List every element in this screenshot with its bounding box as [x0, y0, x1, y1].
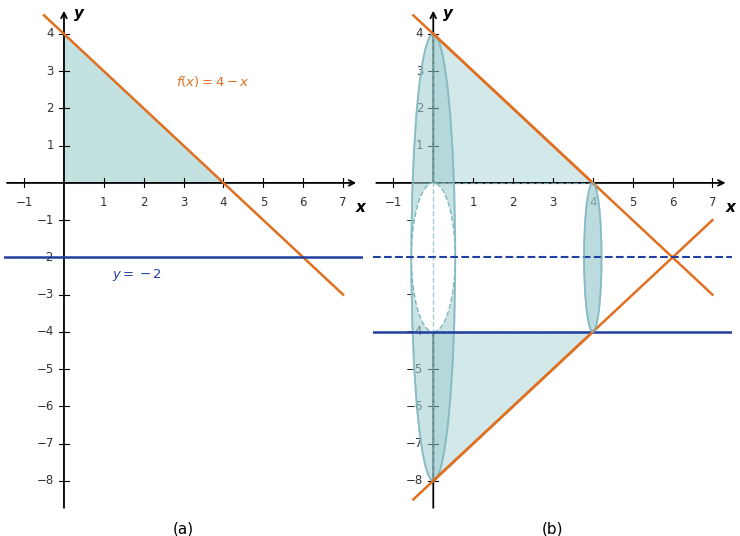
- Text: 4: 4: [47, 27, 54, 40]
- Text: 1: 1: [416, 139, 423, 152]
- Text: 1: 1: [47, 139, 54, 152]
- Text: −7: −7: [406, 437, 423, 450]
- Text: 4: 4: [416, 27, 423, 40]
- Text: −1: −1: [37, 214, 54, 227]
- Text: 2: 2: [140, 196, 147, 209]
- Text: −4: −4: [406, 325, 423, 338]
- Text: 1: 1: [469, 196, 477, 209]
- Text: x: x: [356, 200, 366, 214]
- Text: 3: 3: [549, 196, 556, 209]
- Text: y: y: [443, 6, 454, 21]
- Text: −6: −6: [406, 400, 423, 413]
- Text: 4: 4: [589, 196, 596, 209]
- Ellipse shape: [411, 34, 455, 481]
- Text: 2: 2: [416, 102, 423, 115]
- Text: −6: −6: [37, 400, 54, 413]
- Text: 3: 3: [416, 65, 423, 78]
- Text: −1: −1: [385, 196, 402, 209]
- Text: $y = -2$: $y = -2$: [112, 267, 161, 283]
- Ellipse shape: [584, 183, 602, 332]
- Text: −8: −8: [37, 474, 54, 487]
- Text: 7: 7: [340, 196, 347, 209]
- Text: 4: 4: [220, 196, 227, 209]
- Text: −5: −5: [37, 362, 54, 376]
- Text: 2: 2: [509, 196, 517, 209]
- Text: 5: 5: [260, 196, 267, 209]
- Text: −3: −3: [406, 288, 423, 301]
- Text: 1: 1: [100, 196, 107, 209]
- Text: −2: −2: [406, 251, 423, 264]
- Text: −4: −4: [37, 325, 54, 338]
- Text: −8: −8: [406, 474, 423, 487]
- Text: −3: −3: [37, 288, 54, 301]
- Text: (a): (a): [173, 522, 194, 536]
- Text: −5: −5: [406, 362, 423, 376]
- Text: 6: 6: [300, 196, 307, 209]
- Text: −1: −1: [16, 196, 33, 209]
- Text: (b): (b): [542, 522, 564, 536]
- Text: 7: 7: [709, 196, 716, 209]
- Text: y: y: [74, 6, 84, 21]
- Text: 2: 2: [47, 102, 54, 115]
- Text: 6: 6: [669, 196, 676, 209]
- Text: −1: −1: [406, 214, 423, 227]
- Ellipse shape: [411, 183, 455, 332]
- Text: −2: −2: [37, 251, 54, 264]
- Text: $f(x) = 4 - x$: $f(x) = 4 - x$: [175, 74, 249, 89]
- Text: 3: 3: [180, 196, 187, 209]
- Text: −7: −7: [37, 437, 54, 450]
- Text: 3: 3: [47, 65, 54, 78]
- Text: 5: 5: [629, 196, 636, 209]
- Text: x: x: [725, 200, 736, 214]
